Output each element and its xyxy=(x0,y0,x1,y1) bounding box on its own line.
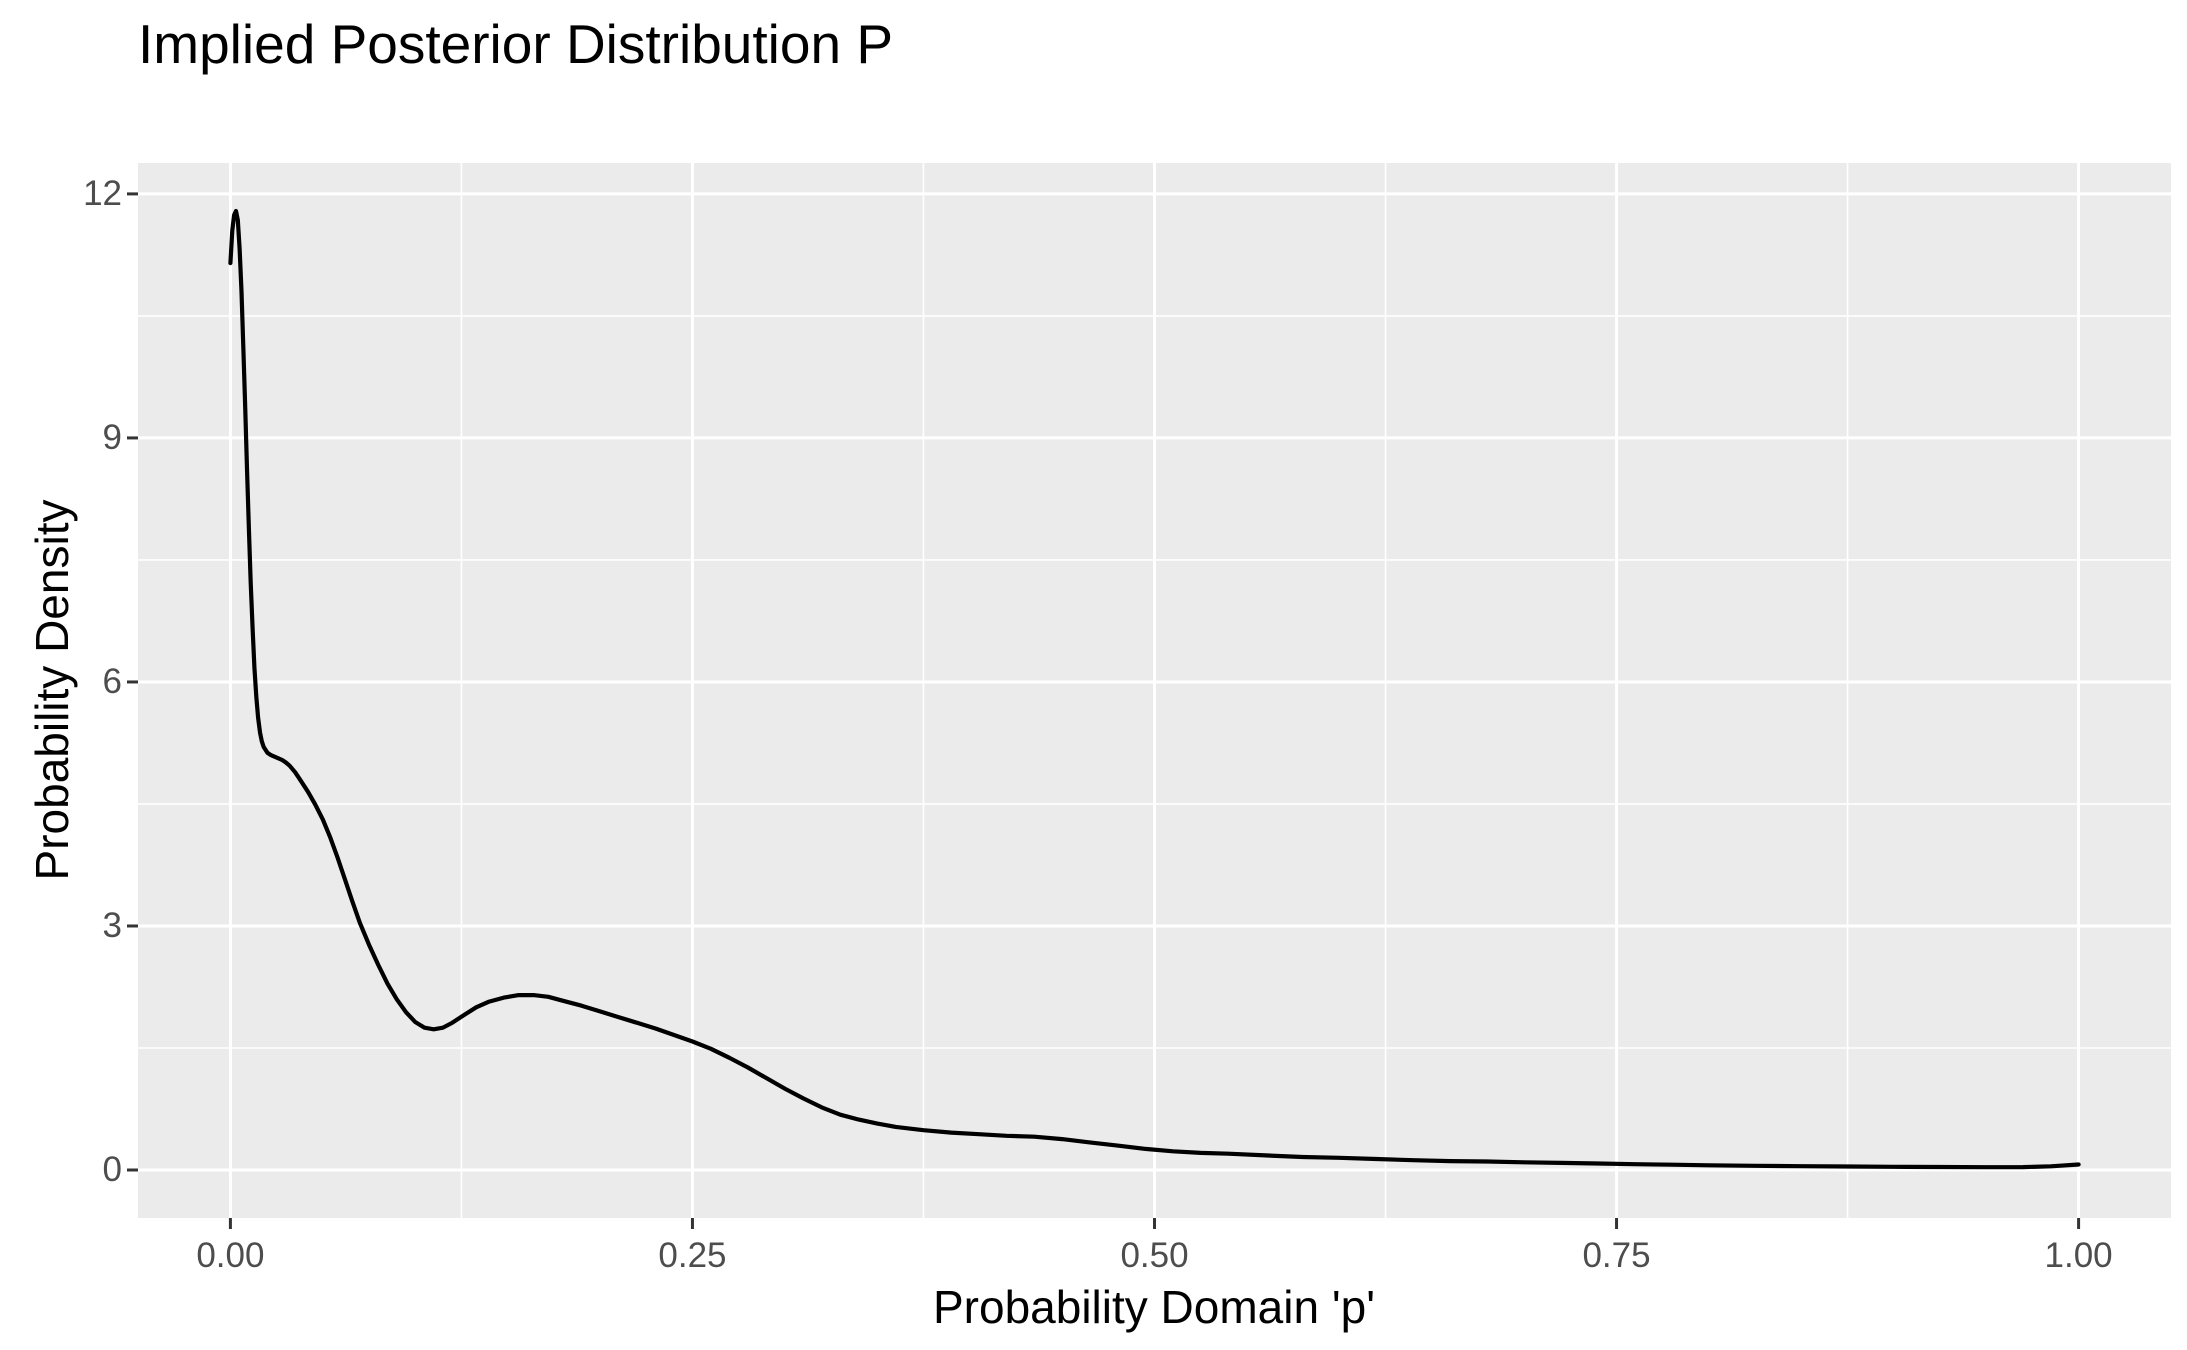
x-tick-label: 0.25 xyxy=(658,1236,727,1275)
y-tick-label: 6 xyxy=(102,661,122,701)
y-tick-label: 9 xyxy=(102,417,122,457)
plot-title: Implied Posterior Distribution P xyxy=(138,13,894,75)
x-tick-label: 0.50 xyxy=(1120,1236,1189,1275)
x-tick-label: 1.00 xyxy=(2044,1236,2113,1275)
y-tick-label: 0 xyxy=(102,1150,122,1189)
x-tick-label: 0.75 xyxy=(1582,1236,1651,1275)
y-tick-label: 3 xyxy=(102,905,122,945)
y-tick-label: 12 xyxy=(83,173,122,213)
x-tick-label: 0.00 xyxy=(196,1236,265,1275)
density-curve xyxy=(228,208,2081,1170)
x-axis-title: Probability Domain 'p' xyxy=(933,1281,1375,1333)
